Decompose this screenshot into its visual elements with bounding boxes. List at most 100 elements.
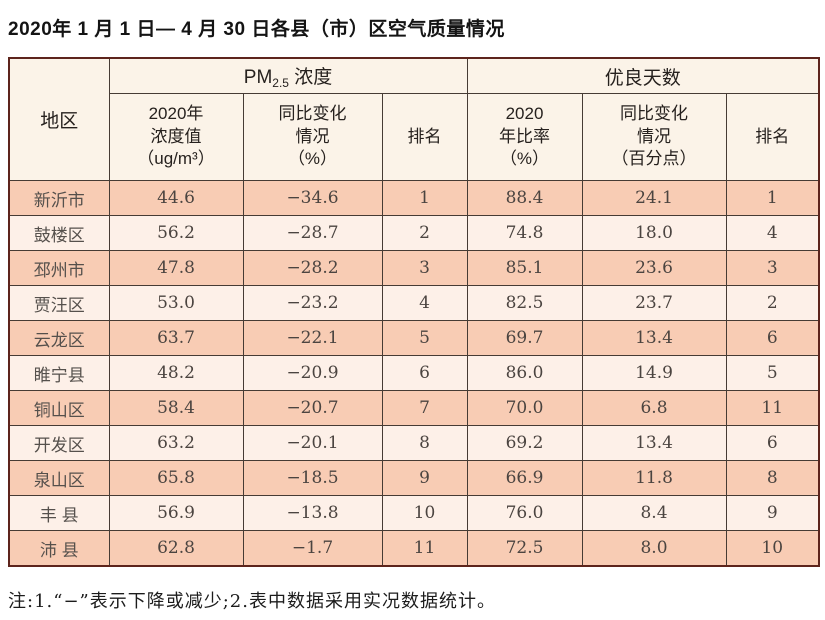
region-cell: 新沂市	[8, 180, 110, 216]
pm-value-cell: 58.4	[108, 390, 244, 426]
pm-rank-cell: 7	[381, 390, 468, 426]
pm-rank-cell: 6	[381, 355, 468, 391]
pm-change-cell: −34.6	[242, 180, 383, 216]
header-days-rank: 排名	[725, 93, 820, 181]
rate-cell: 69.7	[466, 320, 583, 356]
table-row: 沛 县 62.8 −1.7 11 72.5 8.0 10	[8, 530, 820, 567]
pm-change-cell: −20.9	[242, 355, 383, 391]
table-row: 邳州市 47.8 −28.2 3 85.1 23.6 3	[8, 250, 820, 286]
region-cell: 贾汪区	[8, 285, 110, 321]
header-line: （%）	[287, 149, 338, 169]
rate-cell: 74.8	[466, 215, 583, 251]
rate-cell: 69.2	[466, 425, 583, 461]
footnote: 注:1.“−”表示下降或减少;2.表中数据采用实况数据统计。	[8, 591, 496, 612]
header-rate-change: 同比变化 情况 （百分点）	[581, 93, 727, 181]
pm-change-cell: −13.8	[242, 495, 383, 531]
pm-change-cell: −28.2	[242, 250, 383, 286]
rate-change-cell: 8.0	[581, 530, 727, 567]
pm-change-cell: −20.1	[242, 425, 383, 461]
rate-change-cell: 23.7	[581, 285, 727, 321]
rate-change-cell: 11.8	[581, 460, 727, 496]
days-rank-cell: 10	[725, 530, 820, 567]
pm-rank-cell: 2	[381, 215, 468, 251]
days-rank-cell: 11	[725, 390, 820, 426]
pm-change-cell: −22.1	[242, 320, 383, 356]
header-line: 情况	[295, 126, 330, 146]
region-cell: 泉山区	[8, 460, 110, 496]
header-line: 2020年	[148, 103, 204, 123]
header-region: 地区	[8, 57, 110, 181]
header-pm-value: 2020年 浓度值 （ug/m³）	[108, 93, 244, 181]
pm-change-cell: −1.7	[242, 530, 383, 567]
pm-change-cell: −18.5	[242, 460, 383, 496]
days-rank-cell: 4	[725, 215, 820, 251]
rate-change-cell: 23.6	[581, 250, 727, 286]
pm-rank-cell: 11	[381, 530, 468, 567]
rate-change-cell: 14.9	[581, 355, 727, 391]
header-line: 浓度值	[150, 126, 202, 146]
pm-value-cell: 47.8	[108, 250, 244, 286]
page-title: 2020年 1 月 1 日— 4 月 30 日各县（市）区空气质量情况	[8, 19, 505, 40]
region-cell: 开发区	[8, 425, 110, 461]
rate-change-cell: 13.4	[581, 425, 727, 461]
pm25-prefix: PM	[243, 67, 273, 88]
table-row: 铜山区 58.4 −20.7 7 70.0 6.8 11	[8, 390, 820, 426]
header-good-days-group: 优良天数	[466, 57, 820, 94]
rate-cell: 72.5	[466, 530, 583, 567]
header-pm-change: 同比变化 情况 （%）	[242, 93, 383, 181]
rate-change-cell: 13.4	[581, 320, 727, 356]
region-cell: 鼓楼区	[8, 215, 110, 251]
pm-value-cell: 56.2	[108, 215, 244, 251]
rate-cell: 86.0	[466, 355, 583, 391]
pm-change-cell: −23.2	[242, 285, 383, 321]
pm-rank-cell: 10	[381, 495, 468, 531]
air-quality-table: 地区 PM2.5 浓度 优良天数 2020年 浓度值 （ug/m³） 同比变化 …	[8, 57, 820, 567]
pm25-suffix: 浓度	[288, 67, 333, 88]
table-row: 丰 县 56.9 −13.8 10 76.0 8.4 9	[8, 495, 820, 531]
region-cell: 铜山区	[8, 390, 110, 426]
days-rank-cell: 3	[725, 250, 820, 286]
pm-value-cell: 63.2	[108, 425, 244, 461]
pm-change-cell: −28.7	[242, 215, 383, 251]
pm-value-cell: 53.0	[108, 285, 244, 321]
region-cell: 云龙区	[8, 320, 110, 356]
table-row: 云龙区 63.7 −22.1 5 69.7 13.4 6	[8, 320, 820, 356]
pm-rank-cell: 4	[381, 285, 468, 321]
pm-value-cell: 65.8	[108, 460, 244, 496]
days-rank-cell: 1	[725, 180, 820, 216]
region-cell: 睢宁县	[8, 355, 110, 391]
header-line: 同比变化	[620, 103, 688, 123]
header-line: （%）	[499, 149, 550, 169]
table-body: 新沂市 44.6 −34.6 1 88.4 24.1 1 鼓楼区 56.2 −28.7 2 74.8 1…	[8, 180, 820, 567]
header-pm-rank: 排名	[381, 93, 468, 181]
pm-rank-cell: 3	[381, 250, 468, 286]
pm25-subscript: 2.5	[272, 76, 289, 90]
header-line: 年比率	[499, 126, 550, 146]
header-line: 同比变化	[278, 103, 347, 123]
rate-cell: 70.0	[466, 390, 583, 426]
header-line: （ug/m³）	[137, 149, 215, 169]
pm-rank-cell: 9	[381, 460, 468, 496]
header-pm25-group: PM2.5 浓度	[108, 57, 468, 94]
pm-value-cell: 63.7	[108, 320, 244, 356]
table-header: 地区 PM2.5 浓度 优良天数 2020年 浓度值 （ug/m³） 同比变化 …	[8, 57, 820, 181]
rate-cell: 66.9	[466, 460, 583, 496]
header-rate: 2020 年比率 （%）	[466, 93, 583, 181]
header-group-row: 地区 PM2.5 浓度 优良天数	[8, 57, 820, 181]
table-row: 鼓楼区 56.2 −28.7 2 74.8 18.0 4	[8, 215, 820, 251]
pm-rank-cell: 8	[381, 425, 468, 461]
rate-cell: 82.5	[466, 285, 583, 321]
days-rank-cell: 5	[725, 355, 820, 391]
rate-cell: 88.4	[466, 180, 583, 216]
pm-value-cell: 44.6	[108, 180, 244, 216]
rate-cell: 76.0	[466, 495, 583, 531]
pm-value-cell: 62.8	[108, 530, 244, 567]
pm-rank-cell: 5	[381, 320, 468, 356]
table-row: 开发区 63.2 −20.1 8 69.2 13.4 6	[8, 425, 820, 461]
days-rank-cell: 2	[725, 285, 820, 321]
rate-change-cell: 6.8	[581, 390, 727, 426]
rate-change-cell: 18.0	[581, 215, 727, 251]
days-rank-cell: 6	[725, 425, 820, 461]
table-row: 睢宁县 48.2 −20.9 6 86.0 14.9 5	[8, 355, 820, 391]
